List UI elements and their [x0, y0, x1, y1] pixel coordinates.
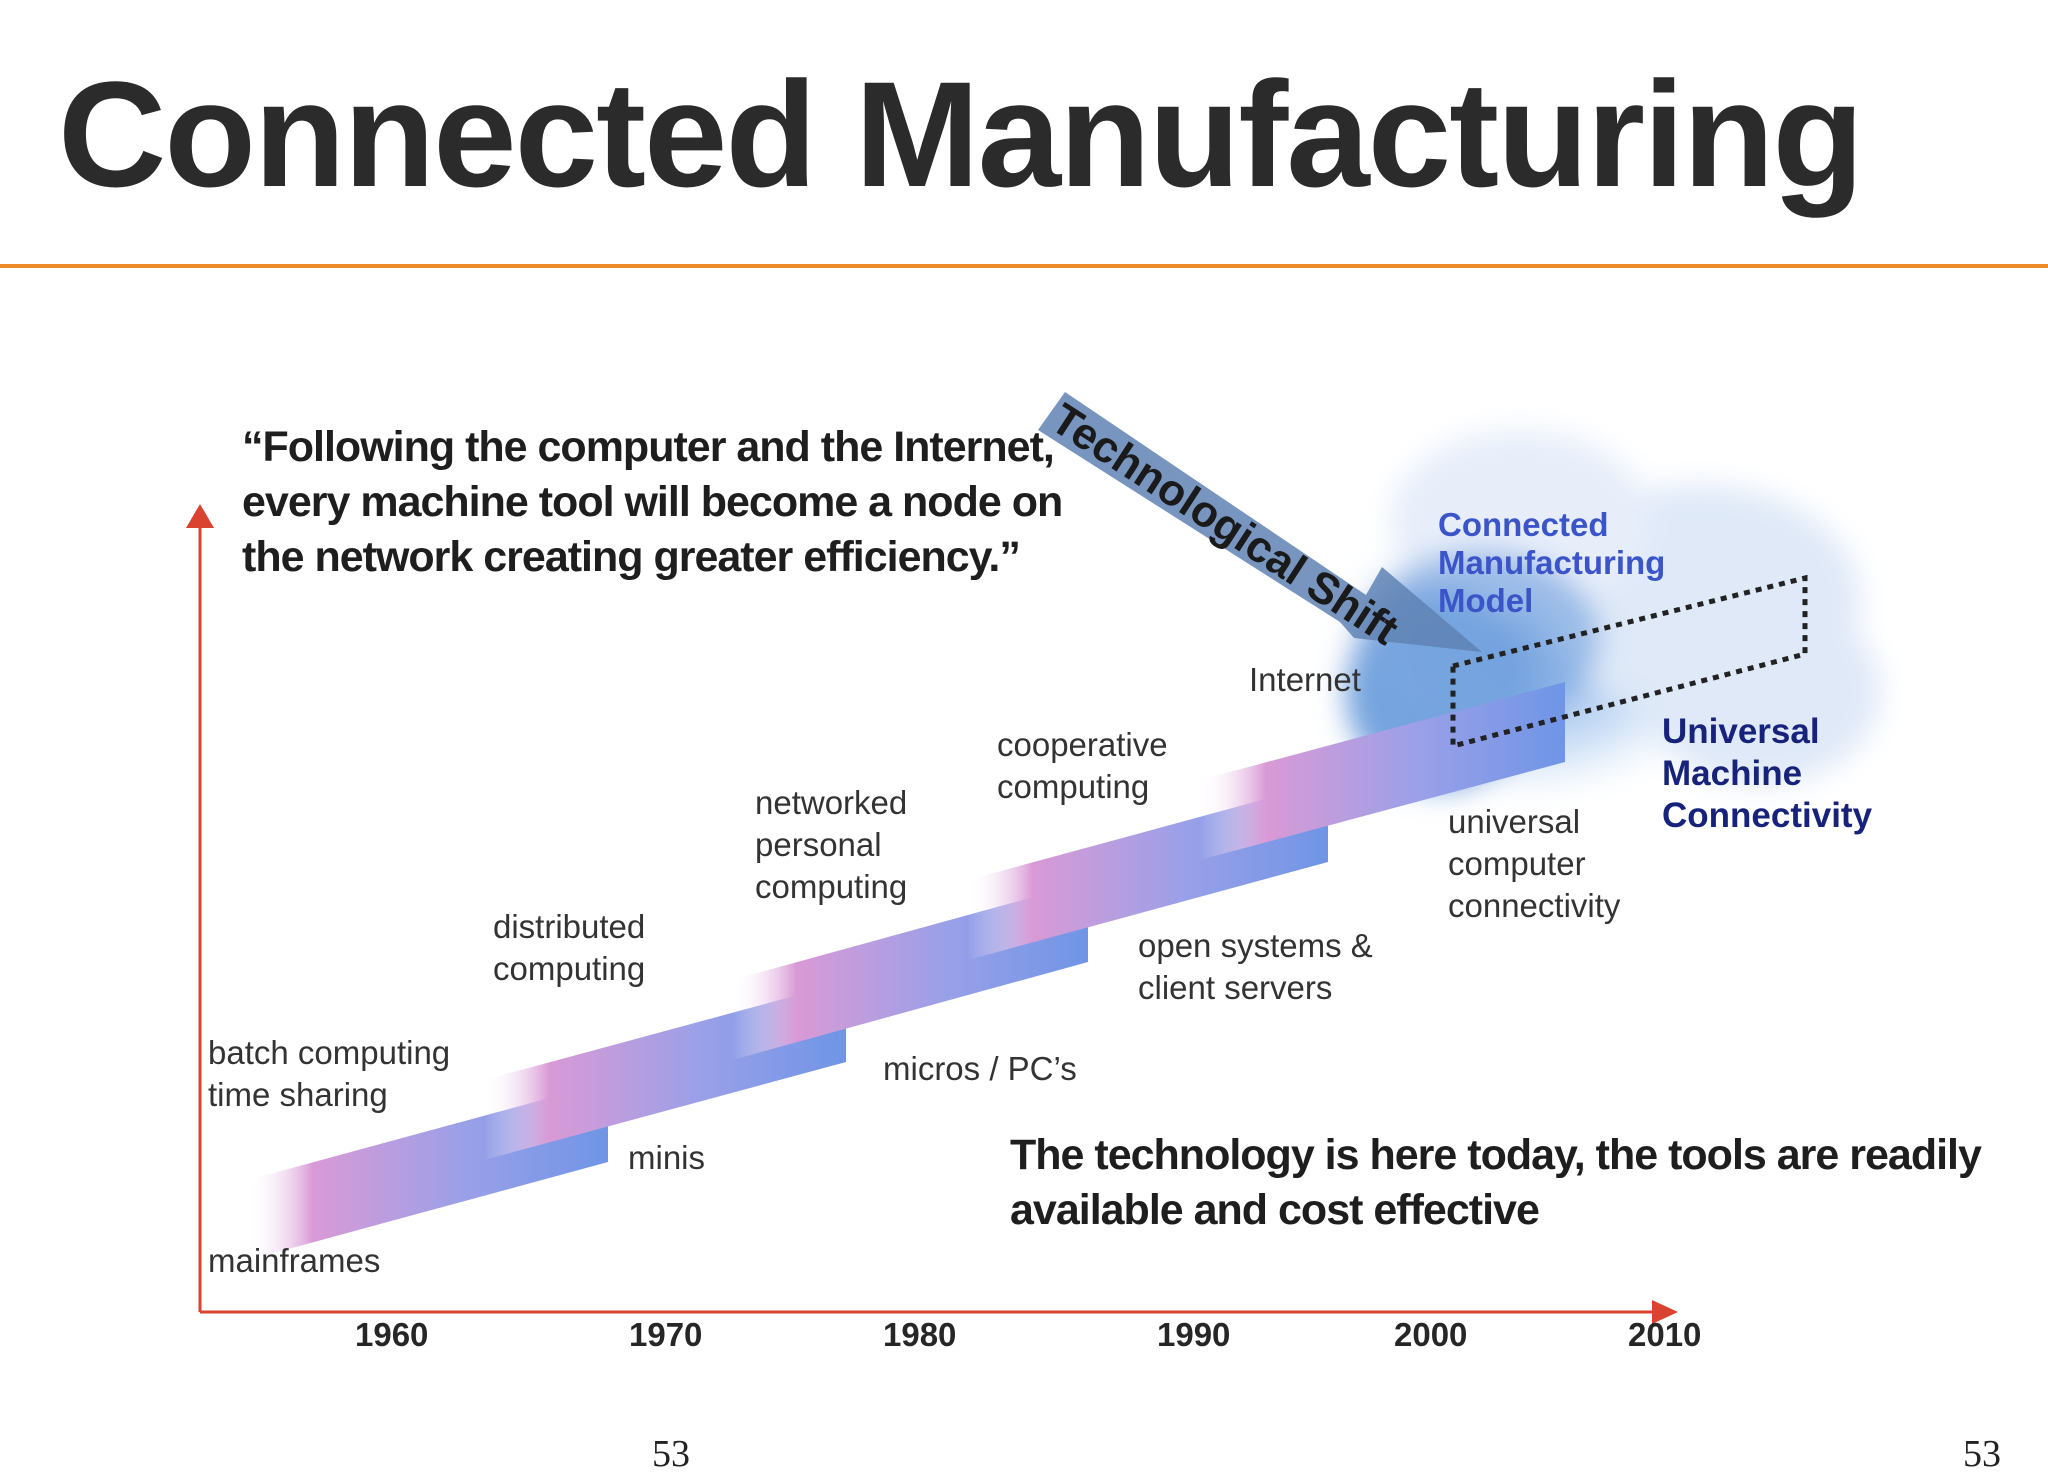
- universal-machine-connectivity-label: Universal Machine Connectivity: [1662, 712, 1873, 835]
- connected-manufacturing-model-label: Connected Manufacturing Model: [1438, 506, 1666, 619]
- year-label: 1980: [883, 1316, 957, 1353]
- quote-text: “Following the computer and the Internet…: [242, 423, 1063, 581]
- year-label: 1990: [1157, 1316, 1231, 1353]
- era-label-distributed-computing: distributed computing: [493, 908, 646, 987]
- page-title: Connected Manufacturing: [58, 50, 1864, 218]
- evolution-bands: [248, 682, 1565, 1260]
- machine-connectivity-box: [1450, 574, 1808, 750]
- title-divider: [0, 264, 2048, 268]
- bottom-statement: The technology is here today, the tools …: [1010, 1131, 1982, 1234]
- year-label: 2010: [1628, 1316, 1702, 1353]
- era-label-cooperative-computing: cooperative computing: [997, 726, 1168, 805]
- axes: [186, 504, 1678, 1324]
- y-axis-arrowhead: [186, 504, 214, 528]
- era-label-mainframes: mainframes: [208, 1242, 381, 1279]
- era-label-internet: Internet: [1249, 661, 1361, 698]
- era-label-universal-computer-connectivity: universal computer connectivity: [1448, 803, 1621, 924]
- year-label: 1960: [355, 1316, 429, 1353]
- era-label-networked-personal-computing: networked personal computing: [755, 784, 908, 905]
- x-axis-arrowhead: [1652, 1300, 1678, 1324]
- era-label-batch-computing: batch computing time sharing: [208, 1034, 451, 1113]
- band-internet: [1200, 682, 1565, 860]
- year-label: 2000: [1394, 1316, 1468, 1353]
- era-label-open-systems: open systems & client servers: [1138, 927, 1373, 1006]
- page-number-right: 53: [1963, 1433, 2001, 1475]
- era-label-minis: minis: [628, 1139, 706, 1176]
- era-label-micros: micros / PC’s: [883, 1050, 1077, 1087]
- year-label: 1970: [629, 1316, 703, 1353]
- page-number-center: 53: [652, 1433, 690, 1475]
